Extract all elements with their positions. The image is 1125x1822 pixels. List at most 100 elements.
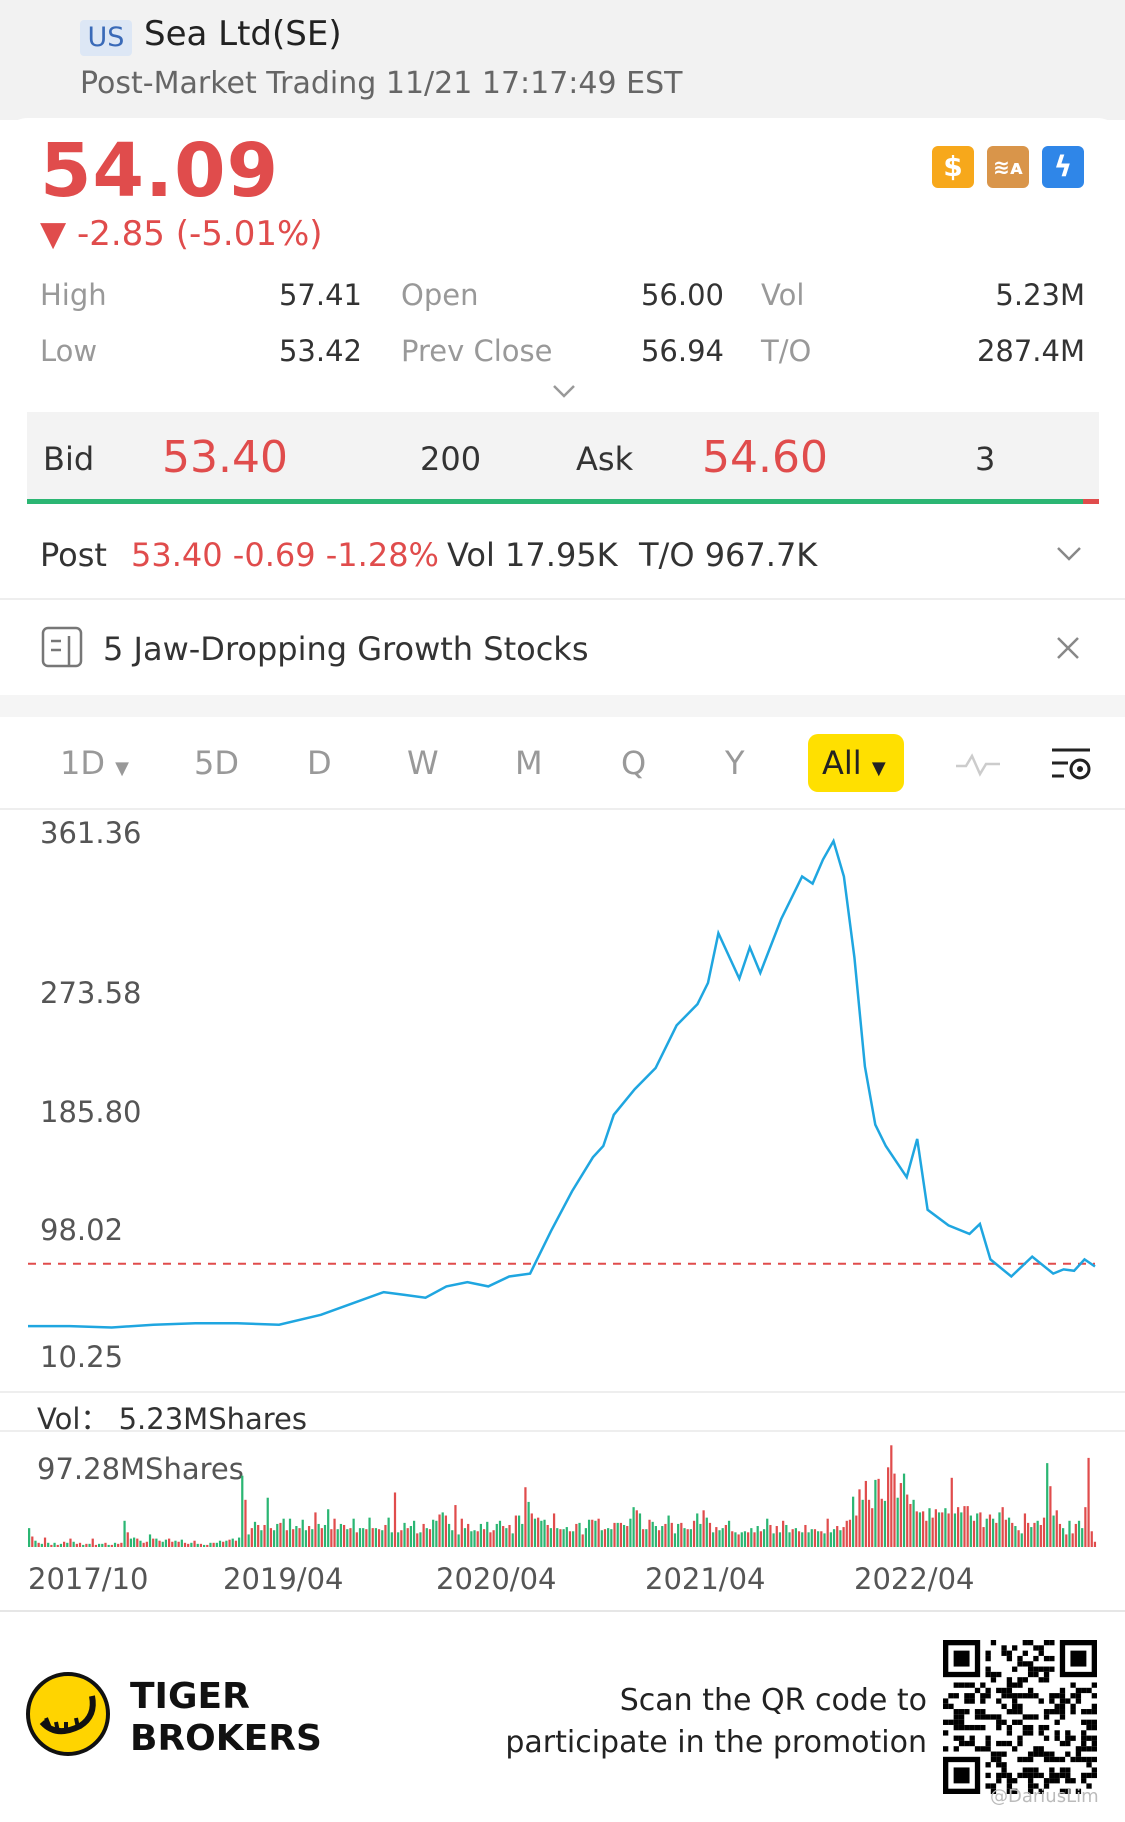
volume-bar [801,1532,804,1547]
qr-module [1022,1640,1028,1646]
volume-bar [1042,1517,1046,1547]
stack-a-icon[interactable]: ≋ᴀ [987,146,1029,188]
qr-module [996,1714,1002,1720]
volume-bar [374,1528,378,1547]
qr-module [958,1719,965,1725]
volume-bar [180,1539,183,1547]
qr-module [1038,1645,1044,1651]
volume-bar [899,1483,902,1547]
tab-5d[interactable]: 5D [194,744,239,782]
volume-bar [323,1524,327,1547]
qr-module [990,1788,997,1794]
volume-bar [352,1518,355,1547]
x-tick-label: 2022/04 [854,1562,975,1596]
volume-bar [546,1524,549,1547]
tab-d[interactable]: D [307,744,332,782]
qr-module [1070,1703,1076,1710]
volume-bar [533,1518,537,1547]
promo-line2: participate in the promotion [505,1725,927,1760]
qr-module [1033,1714,1039,1720]
qr-module [980,1746,986,1752]
qr-module [948,1693,954,1699]
qr-module [985,1740,991,1747]
volume-bar [467,1523,470,1547]
volume-bar [451,1530,454,1547]
volume-bar [196,1543,199,1547]
volume-bar [97,1543,101,1547]
price-chart[interactable] [0,820,1125,1380]
news-title[interactable]: 5 Jaw-Dropping Growth Stocks [103,630,589,668]
price-line [28,837,1096,1329]
volume-bar [349,1528,352,1547]
qr-module [1012,1778,1018,1784]
volume-bar [82,1544,85,1547]
qr-module [1091,1719,1097,1725]
brand-name: TIGER BROKERS [130,1676,322,1760]
volume-bar [231,1538,234,1547]
tab-y[interactable]: Y [725,744,745,782]
qr-module [1006,1772,1013,1779]
volume-bar [132,1537,136,1547]
volume-bar [1011,1522,1014,1547]
close-icon[interactable] [1055,635,1081,661]
volume-bar [1058,1523,1062,1547]
volume-bar [906,1494,909,1547]
tab-all-label[interactable]: All ▼ [822,744,886,782]
volume-bar [521,1523,524,1547]
qr-module [1091,1703,1097,1710]
last-price: 54.09 [40,128,280,214]
volume-chart[interactable] [0,1435,1125,1555]
qr-module [1022,1724,1028,1731]
tab-all[interactable] [808,734,904,792]
qr-module [1006,1788,1013,1794]
qr-module [1033,1671,1039,1678]
qr-code[interactable] [943,1640,1097,1794]
volume-bar [762,1529,766,1547]
chart-settings-icon[interactable] [1050,742,1094,784]
volume-bar [454,1505,457,1547]
section-gap [0,695,1125,717]
qr-module [1006,1655,1013,1662]
volume-bar [845,1520,848,1547]
qr-module [1012,1682,1018,1688]
caret-down-icon: ▼ [115,758,130,779]
qr-module [1006,1778,1013,1784]
volume-bar [864,1480,867,1547]
volume-bar [428,1529,432,1547]
qr-module [1038,1677,1044,1683]
volume-bar [740,1532,743,1547]
tab-w[interactable]: W [407,744,439,782]
volume-bar [129,1538,133,1547]
dollar-icon[interactable]: $ [932,146,974,188]
indicator-icon[interactable] [954,750,1002,778]
tab-q[interactable]: Q [621,744,647,782]
depth-bar-ask [1083,499,1099,504]
tab-1d[interactable]: 1D ▼ [60,744,129,782]
brand-line1: TIGER [130,1676,250,1717]
volume-bar [584,1528,587,1547]
qr-module [969,1698,975,1704]
qr-module [1027,1783,1034,1789]
volume-bar [416,1533,419,1547]
volume-bar [285,1530,288,1547]
qr-module [974,1687,981,1694]
volume-bar [266,1497,269,1547]
qr-module [1017,1693,1023,1699]
lightning-icon[interactable]: ϟ [1042,146,1084,188]
chevron-down-icon[interactable] [551,378,577,404]
volume-bar [390,1532,393,1547]
volume-bar [832,1529,836,1547]
tab-m[interactable]: M [515,744,543,782]
post-expand-icon[interactable] [1055,540,1083,566]
volume-bar [183,1542,187,1547]
qr-module [1001,1751,1007,1757]
volume-bar [893,1473,896,1547]
qr-module [1086,1735,1092,1741]
divider [0,1391,1125,1393]
qr-module [1022,1693,1028,1699]
qr-module [1012,1698,1018,1704]
qr-module [1081,1756,1087,1763]
qr-module [1043,1756,1050,1763]
volume-bar [673,1533,677,1547]
volume-bar [342,1524,346,1547]
